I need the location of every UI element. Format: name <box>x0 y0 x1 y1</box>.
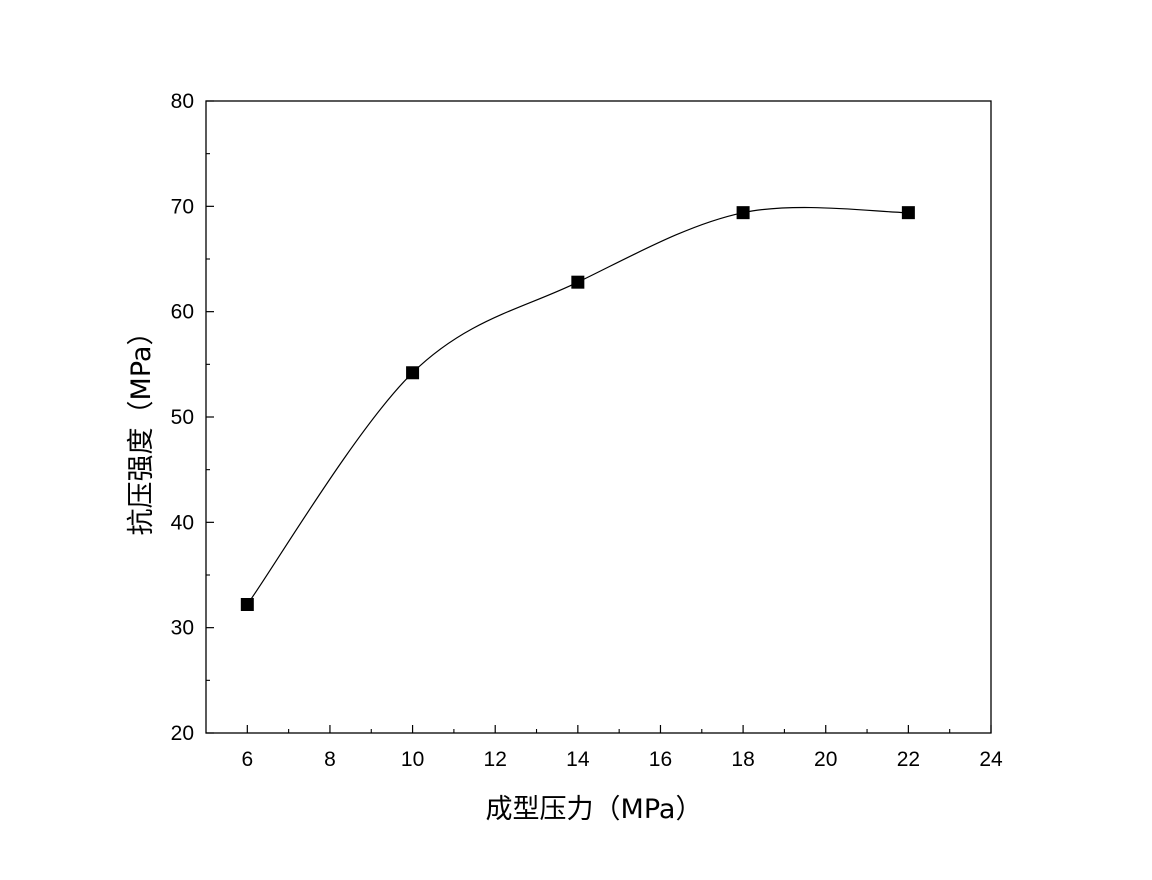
y-tick-label: 20 <box>171 722 194 745</box>
y-tick-label: 50 <box>171 406 194 429</box>
data-point <box>571 275 585 289</box>
x-axis-ticks: 6 8 10 12 14 16 18 20 22 24 <box>241 725 1003 771</box>
x-tick-label: 24 <box>979 748 1003 771</box>
y-tick-label: 60 <box>171 301 194 324</box>
data-point <box>406 366 420 380</box>
y-tick-label: 70 <box>171 195 194 218</box>
x-tick-label: 16 <box>649 748 672 771</box>
series-curve <box>246 206 909 605</box>
x-axis-title: 成型压力（MPa） <box>486 794 703 825</box>
y-tick-label: 30 <box>171 617 194 640</box>
series-points <box>240 206 915 611</box>
x-tick-label: 20 <box>814 748 837 771</box>
data-point <box>240 597 254 611</box>
y-tick-label: 80 <box>171 90 194 113</box>
y-tick-label: 40 <box>171 511 194 534</box>
x-tick-label: 10 <box>401 748 424 771</box>
x-tick-label: 6 <box>241 748 253 771</box>
x-tick-label: 22 <box>897 748 920 771</box>
data-point <box>736 206 750 220</box>
plot-frame <box>205 100 992 734</box>
x-tick-label: 12 <box>484 748 507 771</box>
x-tick-label: 8 <box>324 748 336 771</box>
y-axis-ticks: 20 30 40 50 60 70 80 <box>171 90 214 745</box>
data-point <box>901 206 915 220</box>
y-axis-title: 抗压强度（MPa） <box>126 319 157 536</box>
x-tick-label: 14 <box>566 748 590 771</box>
x-tick-label: 18 <box>731 748 754 771</box>
